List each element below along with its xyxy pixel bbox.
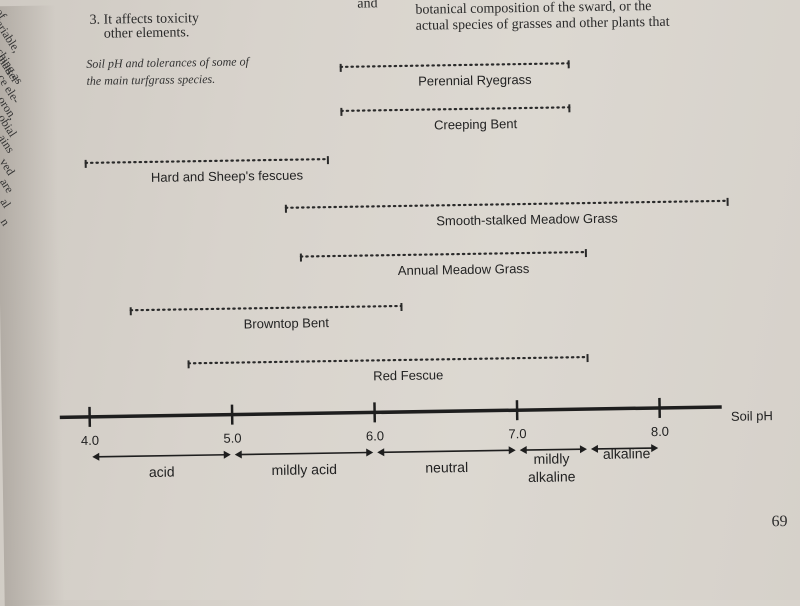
range-arrow-left-head xyxy=(591,445,598,453)
range-arrow-line xyxy=(239,453,369,455)
x-tick-label: 4.0 xyxy=(81,433,99,448)
range-bar xyxy=(341,107,569,111)
range-arrow-left-head xyxy=(377,448,384,456)
range-arrow-left-head xyxy=(235,451,242,459)
bar-label: Creeping Bent xyxy=(434,116,518,132)
range-label-line1: mildly xyxy=(533,450,569,467)
range-arrow-left-head xyxy=(520,446,527,454)
x-tick-label: 7.0 xyxy=(508,426,526,441)
x-axis-label: Soil pH xyxy=(731,408,773,424)
range-bar xyxy=(301,252,586,256)
range-bar xyxy=(341,63,569,67)
range-arrow-right-head xyxy=(509,446,516,454)
x-tick-label: 8.0 xyxy=(651,424,669,439)
range-label: acid xyxy=(149,464,175,480)
bar-label: Browntop Bent xyxy=(244,315,330,331)
range-arrow-left-head xyxy=(92,453,99,461)
range-arrow-right-head xyxy=(651,444,658,452)
range-label: mildly acid xyxy=(271,461,337,478)
range-arrow-line xyxy=(96,455,226,457)
range-bar xyxy=(286,201,728,208)
range-label: alkaline xyxy=(603,445,651,462)
range-label: neutral xyxy=(425,459,468,476)
range-bar xyxy=(131,306,402,310)
bar-label: Annual Meadow Grass xyxy=(398,261,530,278)
bar-label: Perennial Ryegrass xyxy=(418,72,532,89)
bar-label: Smooth-stalked Meadow Grass xyxy=(436,211,618,229)
range-arrow-right-head xyxy=(224,451,231,459)
range-arrow-right-head xyxy=(580,445,587,453)
x-tick-label: 5.0 xyxy=(223,431,241,446)
x-tick-label: 6.0 xyxy=(366,428,384,443)
page-number: 69 xyxy=(771,513,787,531)
range-bar xyxy=(86,159,328,163)
bar-label: Red Fescue xyxy=(373,367,443,383)
range-arrow-right-head xyxy=(366,448,373,456)
range-arrow-line xyxy=(381,450,511,452)
bar-label: Hard and Sheep's fescues xyxy=(151,168,304,185)
x-axis-line xyxy=(60,407,722,417)
range-bar xyxy=(189,357,588,363)
range-label-line2: alkaline xyxy=(528,468,576,485)
